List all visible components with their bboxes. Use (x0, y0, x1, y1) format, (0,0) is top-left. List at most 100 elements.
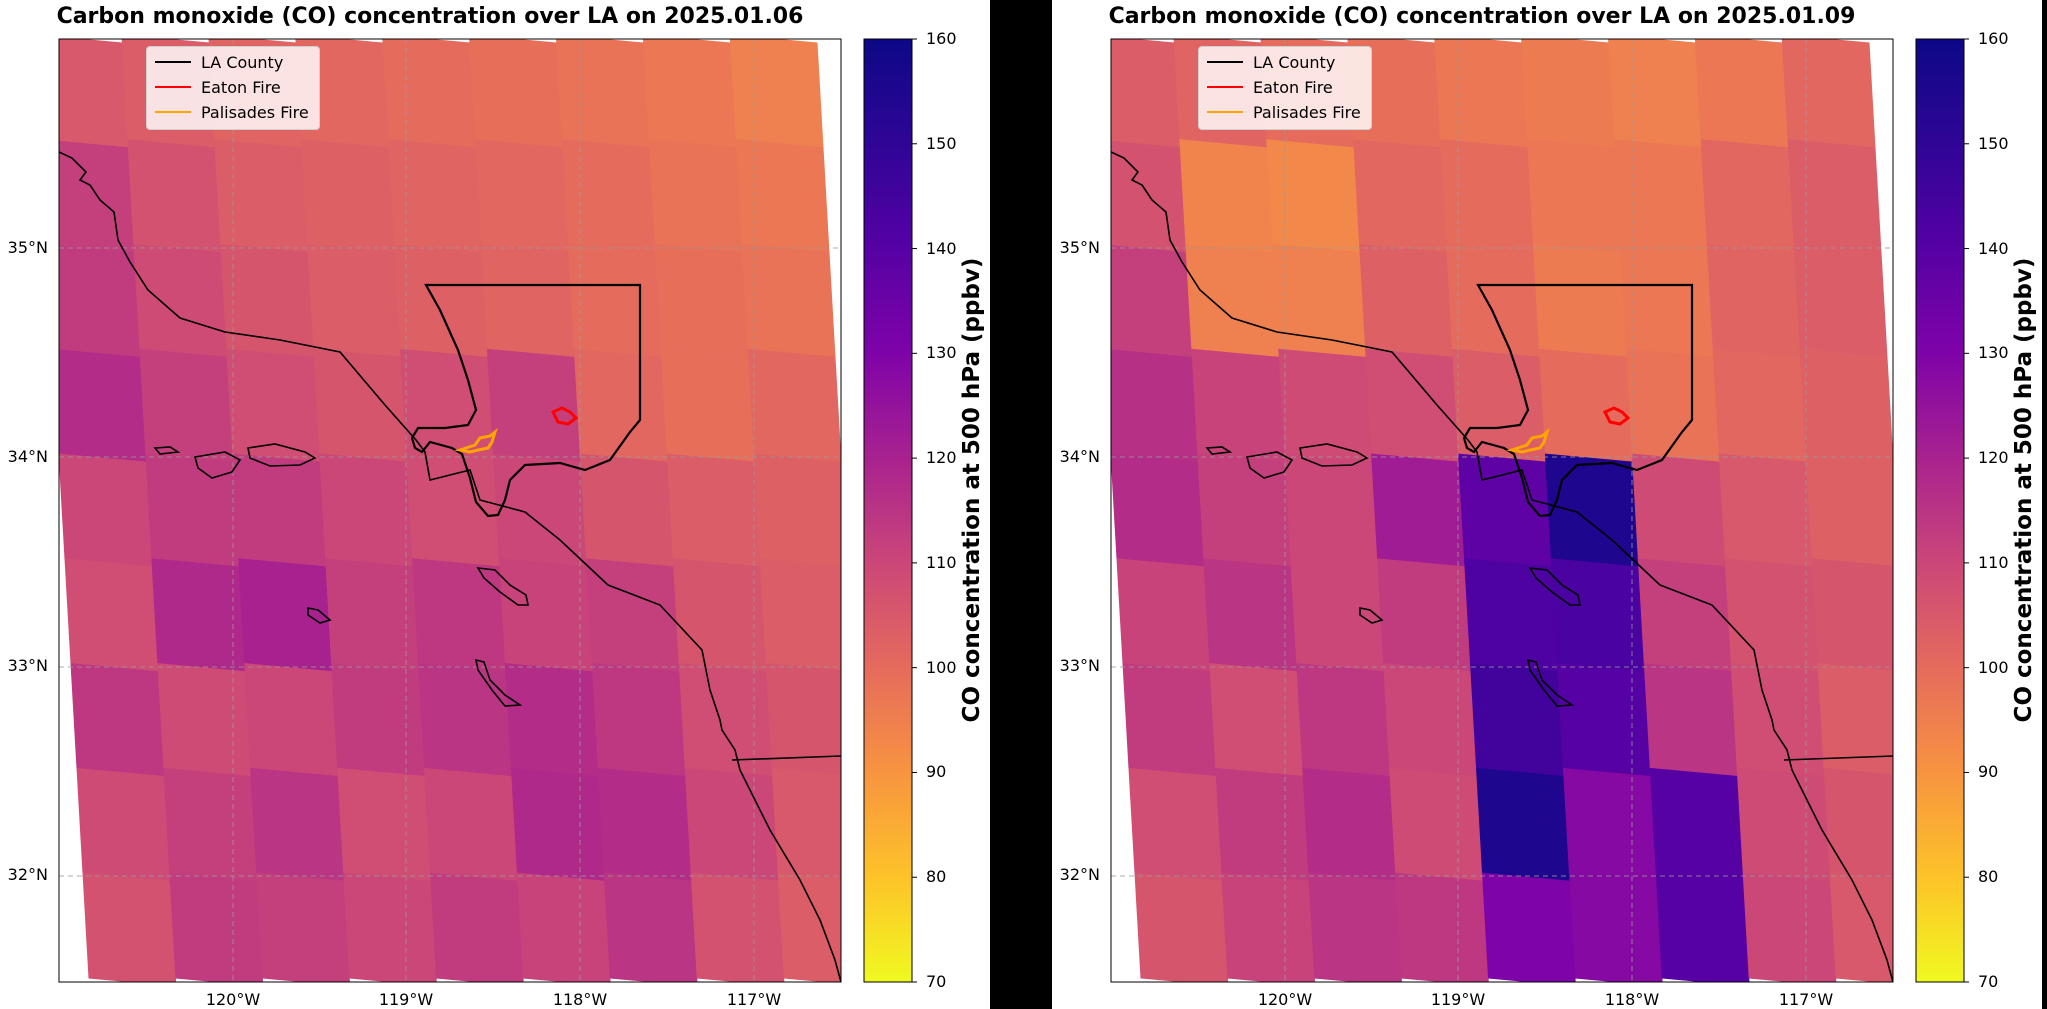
heatmap-cell (1724, 558, 1819, 673)
island-path (1299, 443, 1369, 467)
heatmap-cell (1655, 872, 1750, 982)
heatmap-cell (406, 453, 500, 568)
heatmap-cell (1643, 663, 1738, 777)
heatmap-cell (1793, 244, 1888, 358)
legend-label: Palisades Fire (201, 102, 309, 122)
heatmap-cell (1111, 453, 1205, 568)
heatmap-cell (1296, 663, 1391, 777)
heatmap-cell (1197, 453, 1292, 568)
heatmap-cell (1568, 872, 1663, 982)
heatmap-cell (59, 453, 153, 568)
heatmap-cell (1359, 244, 1454, 358)
heatmap-cell (1550, 558, 1645, 673)
heatmap-cell (1526, 139, 1621, 254)
heatmap-cell (238, 558, 333, 673)
colorbar-ticks (912, 38, 917, 983)
heatmap-cell (76, 767, 171, 882)
heatmap-cell (226, 348, 321, 463)
heatmap-cell (59, 140, 135, 254)
heatmap-cell (561, 139, 656, 254)
colorbar-tick-label: 140 (926, 238, 957, 258)
heatmap-cell (325, 558, 420, 673)
map-panel-right: Carbon monoxide (CO) concentration over … (1052, 0, 2042, 1009)
heatmap-cell (1278, 348, 1373, 463)
heatmap-cell (747, 348, 841, 463)
island-path (193, 451, 242, 479)
heatmap-cell (1532, 244, 1627, 358)
heatmap-cell (480, 244, 575, 358)
heatmap-cell (1649, 767, 1744, 882)
legend-item-la-county: LA County (1207, 51, 1335, 73)
heatmap-cell (1470, 663, 1564, 777)
heatmap-cell (1811, 558, 1893, 672)
heatmap-cell (59, 349, 147, 463)
heatmap-cell (133, 244, 228, 358)
map-panel-left: Carbon monoxide (CO) concentration over … (0, 0, 990, 1009)
y-tick-label: 32°N (1059, 865, 1100, 884)
colorbar-tick-label: 140 (1978, 238, 2009, 258)
heatmap-cell (1191, 348, 1286, 463)
heatmap-cell (127, 139, 222, 254)
co-heatmap (1111, 39, 1893, 982)
legend-label: LA County (1253, 52, 1336, 72)
heatmap-cell (1608, 39, 1702, 149)
heatmap-cell (1377, 558, 1472, 673)
heatmap-cell (684, 767, 779, 882)
colorbar-label-text: CO concentration at 500 hPa (ppbv) (959, 257, 985, 723)
heatmap-cell (232, 453, 327, 568)
heatmap-cell (1799, 348, 1893, 463)
legend-item-palisades-fire: Palisades Fire (155, 101, 309, 123)
heatmap-cell (82, 872, 177, 982)
heatmap-cell (1272, 244, 1367, 358)
colorbar-tick-label: 130 (926, 343, 957, 363)
heatmap-cell (1266, 139, 1361, 254)
heatmap-cell (412, 558, 506, 673)
heatmap-cell (145, 453, 240, 568)
heatmap-cell (1631, 453, 1726, 568)
heatmap-cell (1221, 872, 1316, 982)
x-tick-label: 118°W (1604, 990, 1660, 1009)
x-tick-label: 118°W (552, 990, 608, 1009)
colorbar-tick-label: 130 (1978, 343, 2009, 363)
heatmap-cell (1742, 872, 1837, 982)
heatmap-cell (1464, 558, 1558, 673)
heatmap-cell (313, 348, 408, 463)
panel-title: Carbon monoxide (CO) concentration over … (56, 4, 804, 29)
heatmap-cell (394, 244, 488, 358)
heatmap-cell (469, 39, 563, 149)
palisades-fire-outline (454, 427, 498, 454)
colorbar (863, 38, 913, 983)
heatmap-cell (729, 39, 824, 149)
heatmap-cell (556, 39, 650, 149)
heatmap-cell (1203, 558, 1298, 673)
colorbar-tick-label: 150 (1978, 133, 2009, 153)
county-line-ca-mx (731, 755, 841, 761)
heatmap-cell (1458, 453, 1552, 568)
island-path (476, 567, 529, 606)
heatmap-cell (1613, 139, 1708, 254)
coastline (1111, 151, 1893, 982)
heatmap-cell (59, 39, 129, 149)
x-tick-label: 120°W (1257, 990, 1313, 1009)
heatmap-cell (1353, 139, 1448, 254)
heatmap-cell (1446, 244, 1540, 358)
colorbar-tick-label: 110 (1978, 552, 2009, 572)
heatmap-cell (151, 558, 246, 673)
heatmap-cell (1637, 558, 1732, 673)
heatmap-cell (64, 558, 159, 673)
heatmap-cell (220, 244, 315, 358)
heatmap-cell (1209, 663, 1304, 777)
x-tick-label: 117°W (726, 990, 782, 1009)
legend-label: Eaton Fire (1253, 77, 1333, 97)
heatmap-cell (1544, 453, 1639, 568)
island-path (1526, 658, 1575, 707)
heatmap-cell (585, 558, 680, 673)
legend-label: Palisades Fire (1253, 102, 1361, 122)
x-tick-label: 117°W (1778, 990, 1834, 1009)
y-tick-label: 34°N (1059, 447, 1100, 466)
palisades-fire-outline (1506, 427, 1550, 454)
y-tick-label: 35°N (1059, 238, 1100, 257)
colorbar-tick-label: 110 (926, 552, 957, 572)
colorbar-label-text: CO concentration at 500 hPa (ppbv) (2011, 257, 2037, 723)
heatmap-cell (1781, 39, 1876, 149)
